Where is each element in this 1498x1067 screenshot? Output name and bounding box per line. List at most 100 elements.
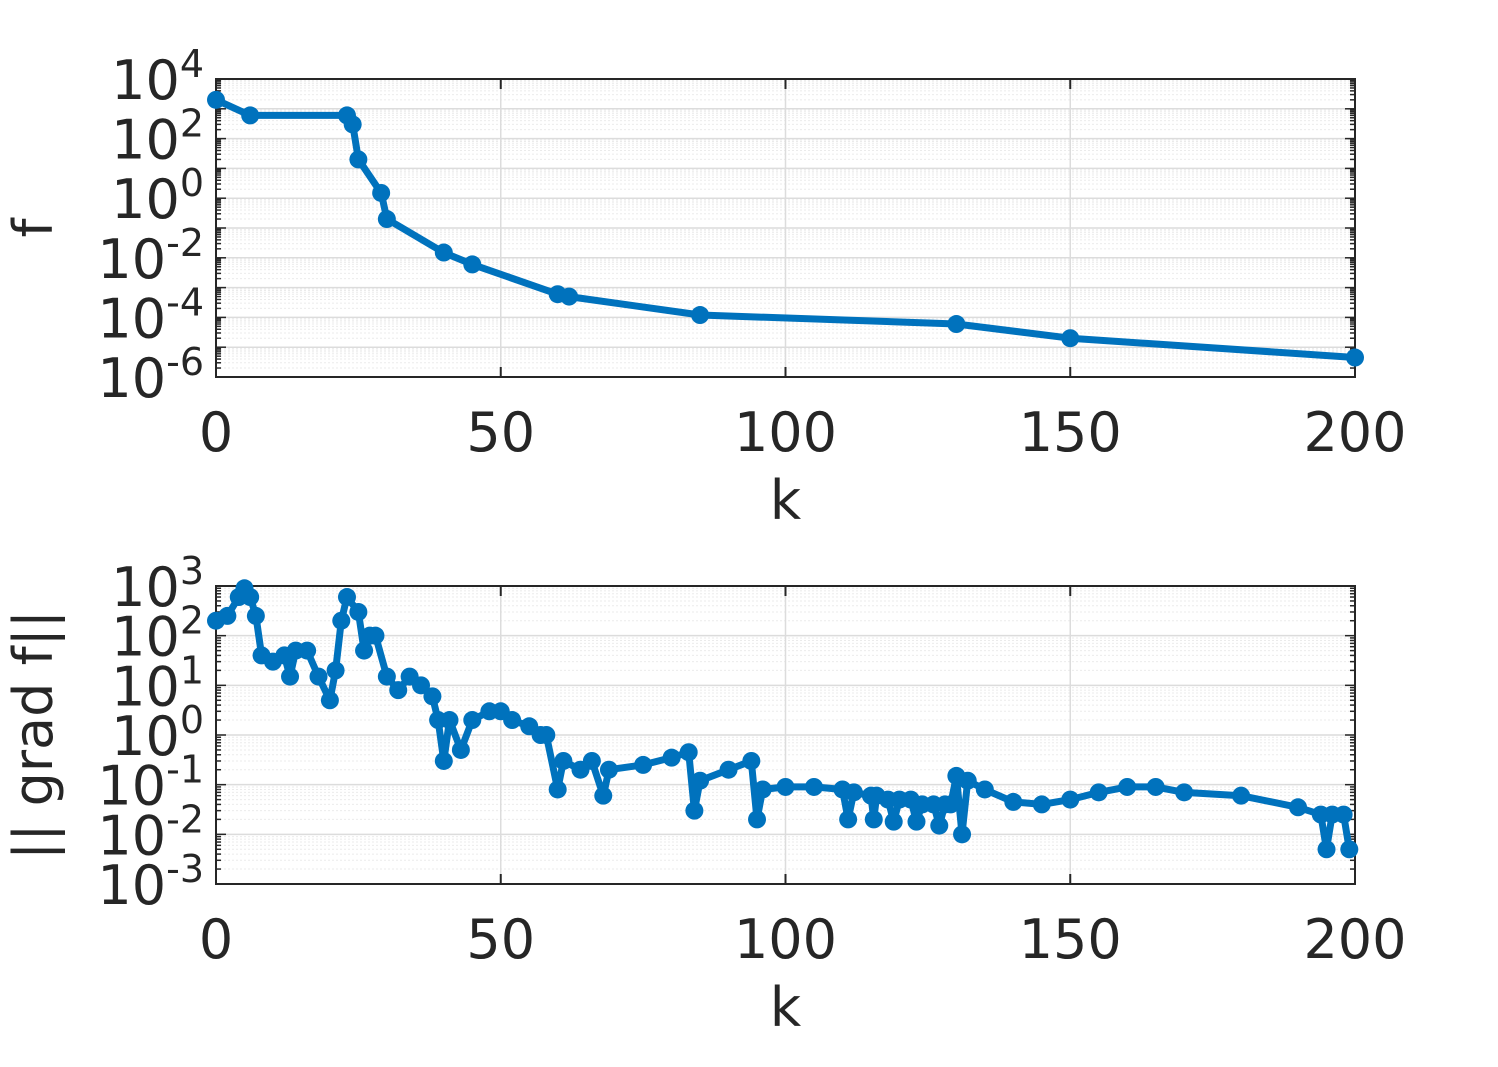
data-point [463, 711, 482, 730]
data-point [298, 641, 317, 660]
data-point [1089, 783, 1108, 802]
series-line [214, 584, 1353, 853]
data-point [537, 726, 556, 744]
data-point [554, 751, 573, 770]
data-point [1340, 840, 1359, 859]
data-point [958, 771, 977, 790]
data-point [503, 711, 522, 730]
data-point [719, 760, 738, 779]
y-tick-label: 10-1 [97, 748, 204, 818]
data-point [748, 810, 767, 829]
x-axis-label: k [770, 469, 802, 532]
data-point [440, 711, 459, 730]
data-point [1334, 805, 1353, 824]
data-point [434, 751, 453, 770]
x-tick-label: 0 [199, 401, 233, 464]
x-tick-label: 50 [466, 908, 535, 971]
data-point [349, 150, 368, 169]
axes-box [215, 585, 1356, 885]
data-point [844, 783, 863, 802]
y-axis-label: f [2, 217, 65, 238]
data-point [679, 743, 698, 762]
data-point [776, 777, 795, 796]
data-point [1061, 329, 1080, 348]
data-point [753, 780, 772, 799]
x-tick-label: 100 [734, 401, 837, 464]
data-point [463, 255, 482, 274]
y-tick-label: 100 [111, 161, 204, 231]
x-tick-label: 150 [1019, 401, 1122, 464]
data-point [691, 771, 710, 790]
x-tick-label: 100 [734, 908, 837, 971]
data-point [332, 611, 351, 630]
data-point [941, 795, 960, 814]
data-point [975, 780, 994, 799]
data-point [594, 786, 613, 805]
y-tick-label: 100 [111, 698, 204, 768]
data-point [423, 687, 442, 706]
x-axis-label: k [770, 976, 802, 1039]
data-point [377, 667, 396, 686]
data-point [864, 810, 883, 829]
data-point [451, 740, 470, 759]
data-point [218, 606, 237, 625]
data-point [366, 626, 385, 645]
y-tick-label: 10-3 [97, 847, 204, 917]
data-point [599, 760, 618, 779]
data-point [355, 641, 374, 660]
data-point [1146, 777, 1165, 796]
x-tick-label: 0 [199, 908, 233, 971]
data-point [309, 667, 328, 686]
y-tick-label: 10-2 [97, 797, 204, 867]
y-tick-label: 103 [111, 549, 204, 619]
data-point [326, 661, 345, 680]
data-point [372, 183, 391, 202]
x-tick-label: 150 [1019, 908, 1122, 971]
data-point [947, 315, 966, 334]
data-point [1232, 786, 1251, 805]
data-point [662, 748, 681, 767]
y-tick-label: 101 [111, 648, 204, 718]
y-tick-label: 102 [111, 102, 204, 172]
data-point [582, 751, 601, 770]
data-point [1346, 348, 1364, 367]
data-point [685, 801, 704, 820]
data-point [349, 602, 368, 621]
data-point [742, 751, 761, 770]
x-tick-label: 200 [1303, 401, 1406, 464]
data-point [337, 588, 356, 607]
data-point [281, 667, 300, 686]
data-point [246, 606, 265, 625]
data-point [377, 210, 396, 229]
data-point [1175, 783, 1194, 802]
data-point [953, 825, 972, 844]
data-point [207, 90, 225, 109]
data-point [1317, 840, 1336, 859]
data-point [241, 106, 260, 125]
data-point [389, 681, 408, 700]
y-tick-label: 10-4 [97, 280, 204, 350]
data-point [320, 691, 339, 710]
data-point [412, 676, 431, 695]
x-tick-label: 200 [1303, 908, 1406, 971]
data-point [548, 780, 567, 799]
data-point [343, 115, 362, 134]
data-point [1118, 777, 1137, 796]
data-point [839, 810, 858, 829]
data-point [907, 812, 926, 831]
data-point [804, 777, 823, 796]
y-tick-label: 102 [111, 599, 204, 669]
bottom-panel-grad-f-vs-k: 0 50 100 150 20010310210110010-110-210-3k|| … [2, 549, 1407, 1039]
data-point [241, 588, 260, 607]
y-tick-label: 10-2 [97, 221, 204, 291]
data-point [434, 243, 453, 262]
data-point [1032, 795, 1051, 814]
data-point [1004, 792, 1023, 811]
data-point [560, 287, 579, 306]
y-tick-label: 10-6 [97, 340, 204, 410]
axes-box [215, 78, 1356, 378]
data-point [930, 816, 949, 835]
data-point [1289, 798, 1308, 817]
